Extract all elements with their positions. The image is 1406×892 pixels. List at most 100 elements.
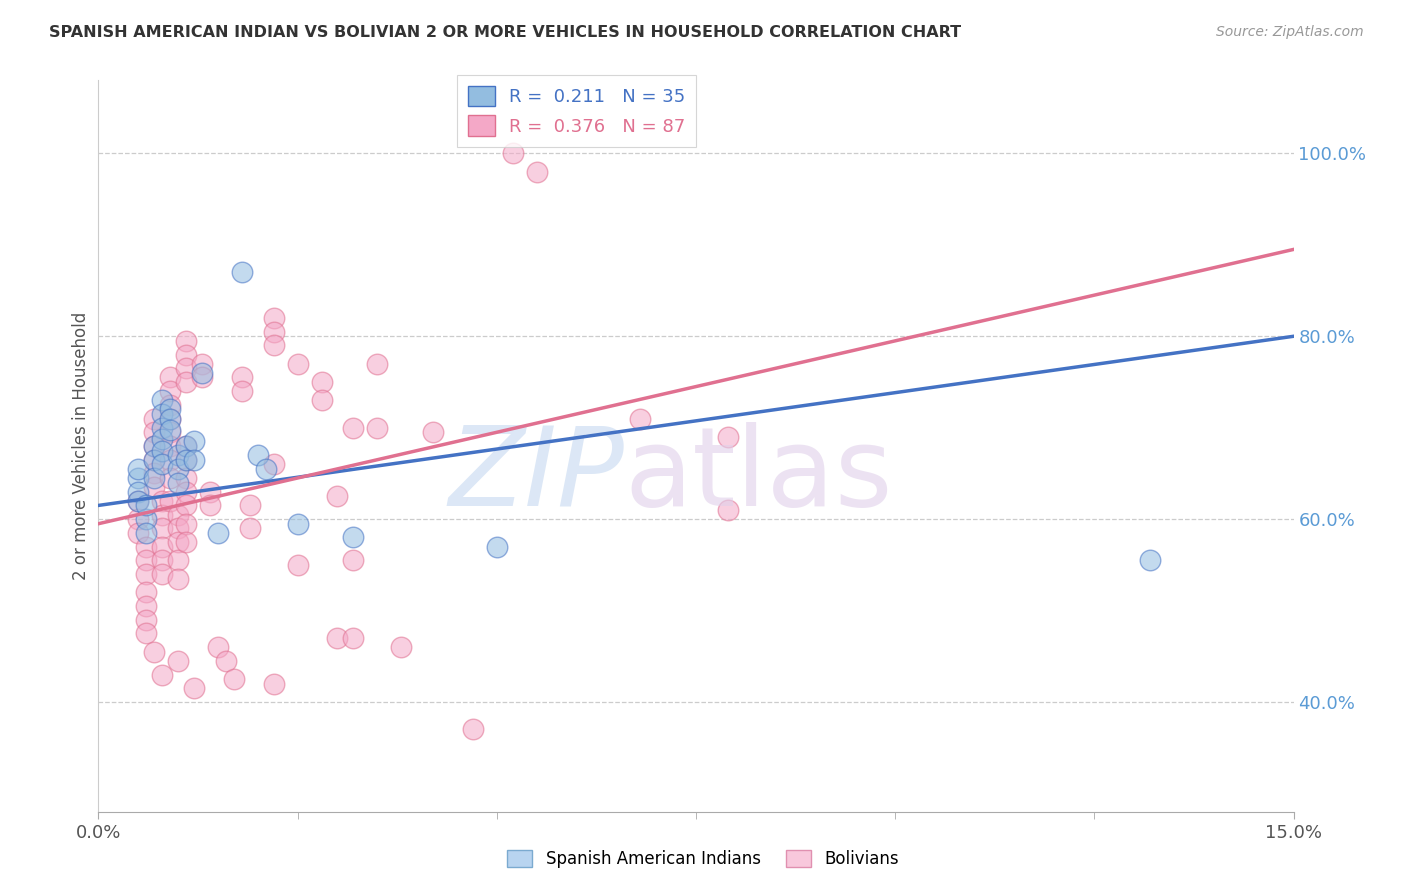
Point <box>127 494 149 508</box>
Point <box>135 613 157 627</box>
Point <box>174 375 197 389</box>
Point <box>143 480 166 494</box>
Point <box>1402 311 1406 326</box>
Point <box>159 439 181 453</box>
Point <box>191 357 214 371</box>
Point <box>159 452 181 467</box>
Point <box>485 540 508 554</box>
Point <box>174 439 197 453</box>
Point <box>198 484 221 499</box>
Point <box>143 467 166 481</box>
Point <box>215 654 238 668</box>
Point <box>135 553 157 567</box>
Point <box>150 508 173 522</box>
Point <box>174 516 197 531</box>
Point <box>222 672 245 686</box>
Text: SPANISH AMERICAN INDIAN VS BOLIVIAN 2 OR MORE VEHICLES IN HOUSEHOLD CORRELATION : SPANISH AMERICAN INDIAN VS BOLIVIAN 2 OR… <box>49 25 962 40</box>
Point <box>174 499 197 513</box>
Point <box>174 471 197 485</box>
Point <box>263 311 285 326</box>
Point <box>174 334 197 348</box>
Point <box>159 494 181 508</box>
Point <box>231 265 253 279</box>
Point <box>342 553 364 567</box>
Point <box>239 521 262 535</box>
Point <box>239 499 262 513</box>
Point <box>526 164 548 178</box>
Point <box>159 370 181 384</box>
Point <box>254 462 277 476</box>
Point <box>143 439 166 453</box>
Point <box>127 525 149 540</box>
Point <box>717 430 740 444</box>
Point <box>1139 553 1161 567</box>
Point <box>311 393 333 408</box>
Point <box>628 411 651 425</box>
Point <box>135 540 157 554</box>
Point <box>159 398 181 412</box>
Point <box>150 444 173 458</box>
Point <box>143 471 166 485</box>
Point <box>150 553 173 567</box>
Point <box>191 366 214 380</box>
Point <box>366 421 388 435</box>
Legend: Spanish American Indians, Bolivians: Spanish American Indians, Bolivians <box>501 843 905 875</box>
Point <box>422 425 444 440</box>
Point <box>159 425 181 440</box>
Point <box>717 503 740 517</box>
Point <box>127 484 149 499</box>
Point <box>326 631 349 645</box>
Point <box>127 494 149 508</box>
Point <box>246 448 269 462</box>
Point <box>135 585 157 599</box>
Point <box>342 631 364 645</box>
Point <box>311 375 333 389</box>
Point <box>159 411 181 425</box>
Point <box>342 421 364 435</box>
Y-axis label: 2 or more Vehicles in Household: 2 or more Vehicles in Household <box>72 312 90 580</box>
Point <box>150 432 173 446</box>
Point <box>135 512 157 526</box>
Point <box>263 325 285 339</box>
Legend: R =  0.211   N = 35, R =  0.376   N = 87: R = 0.211 N = 35, R = 0.376 N = 87 <box>457 75 696 147</box>
Point <box>287 516 309 531</box>
Point <box>287 558 309 572</box>
Point <box>143 452 166 467</box>
Point <box>143 425 166 440</box>
Point <box>167 553 190 567</box>
Point <box>174 347 197 362</box>
Point <box>150 540 173 554</box>
Point <box>207 525 229 540</box>
Point <box>167 462 190 476</box>
Point <box>135 499 157 513</box>
Point <box>263 676 285 690</box>
Point <box>143 439 166 453</box>
Point <box>127 462 149 476</box>
Point <box>461 723 484 737</box>
Point <box>143 411 166 425</box>
Point <box>143 645 166 659</box>
Point <box>502 146 524 161</box>
Point <box>135 567 157 582</box>
Point <box>150 521 173 535</box>
Point <box>167 508 190 522</box>
Point <box>127 512 149 526</box>
Point <box>366 357 388 371</box>
Point <box>159 384 181 399</box>
Point <box>198 499 221 513</box>
Point <box>263 457 285 471</box>
Point <box>135 626 157 640</box>
Point <box>135 525 157 540</box>
Point <box>127 471 149 485</box>
Point <box>174 484 197 499</box>
Point <box>150 393 173 408</box>
Point <box>150 421 173 435</box>
Point <box>231 370 253 384</box>
Point <box>342 530 364 544</box>
Text: atlas: atlas <box>624 422 893 529</box>
Point <box>159 423 181 437</box>
Point <box>159 402 181 417</box>
Point <box>326 489 349 503</box>
Point <box>150 494 173 508</box>
Point <box>143 452 166 467</box>
